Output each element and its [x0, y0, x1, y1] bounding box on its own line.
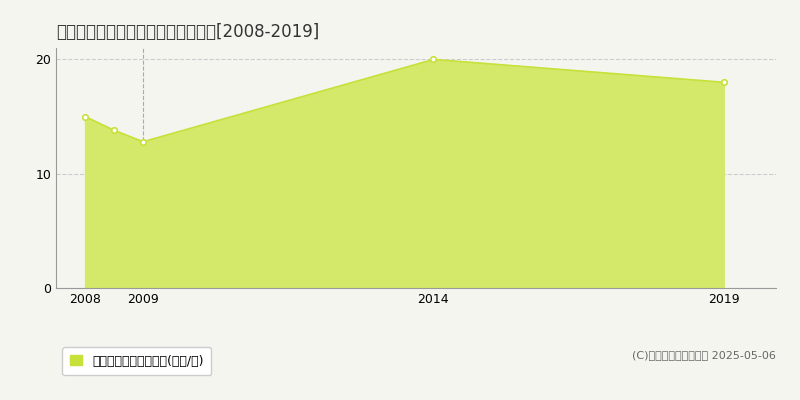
Text: (C)土地価格ドットコム 2025-05-06: (C)土地価格ドットコム 2025-05-06 [632, 350, 776, 360]
Text: 羽島郡岐南町石原瀬　土地価格推移[2008-2019]: 羽島郡岐南町石原瀬 土地価格推移[2008-2019] [56, 23, 319, 41]
Legend: 土地価格　平均坪単価(万円/坪): 土地価格 平均坪単価(万円/坪) [62, 347, 211, 375]
